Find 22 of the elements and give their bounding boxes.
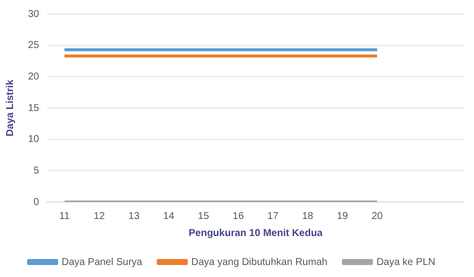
x-axis-title: Pengukuran 10 Menit Kedua [188,228,323,239]
x-tick-label: 19 [336,210,348,222]
y-tick-label: 0 [34,196,40,208]
y-axis-title: Daya Listrik [4,79,16,136]
y-tick-label: 10 [28,134,40,146]
x-tick-label: 17 [267,210,279,222]
legend-label: Daya Panel Surya [62,256,143,268]
y-tick-label: 15 [28,102,40,114]
legend-label: Daya ke PLN [376,256,436,268]
x-tick-label: 13 [128,210,140,222]
x-tick-label: 11 [59,210,70,222]
legend-label: Daya yang Dibutuhkan Rumah [191,256,328,268]
y-tick-label: 20 [28,71,40,82]
x-tick-label: 20 [372,210,384,222]
x-tick-label: 16 [232,210,244,222]
x-tick-label: 12 [94,210,106,222]
y-tick-label: 30 [28,8,40,20]
x-tick-label: 14 [163,210,175,222]
y-tick-label: 25 [28,40,40,52]
x-tick-label: 18 [302,210,314,222]
x-tick-label: 15 [198,210,210,222]
y-tick-label: 5 [34,165,40,176]
